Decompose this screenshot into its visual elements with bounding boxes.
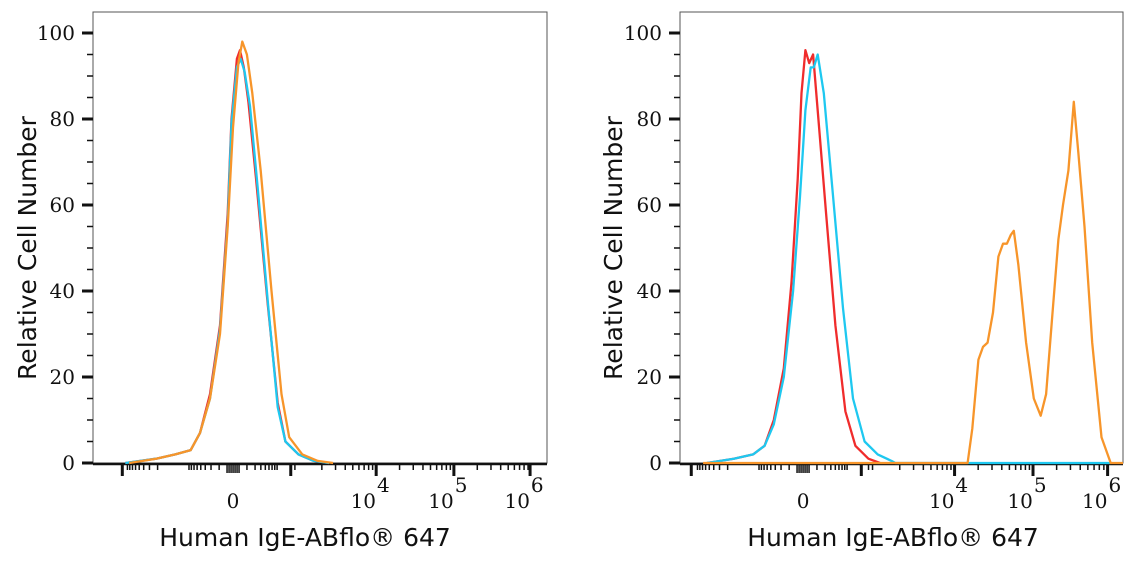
x-tick-base: 0 (797, 489, 810, 513)
series-line-cyan (706, 53, 1111, 465)
x-tick-exponent: 4 (955, 473, 968, 497)
x-axis-title: Human IgE-ABflo® 647 (747, 523, 1039, 552)
series-line-red (125, 49, 330, 465)
y-tick-label: 0 (62, 451, 75, 475)
y-axis-title: Relative Cell Number (13, 115, 42, 380)
x-tick-label: 105 (1007, 473, 1046, 513)
y-tick-label: 0 (649, 451, 662, 475)
series-line-orange (703, 100, 1123, 465)
y-tick-label: 80 (637, 107, 662, 131)
x-tick-exponent: 4 (377, 473, 390, 497)
x-tick-base: 10 (1007, 489, 1032, 513)
x-tick-base: 10 (504, 489, 529, 513)
series-line-orange (129, 40, 334, 465)
y-tick-label: 40 (637, 279, 662, 303)
plot-frame (679, 11, 1124, 464)
x-tick-label: 0 (227, 489, 240, 513)
x-tick-base: 10 (428, 489, 453, 513)
y-tick-label: 80 (50, 107, 75, 131)
x-tick-exponent: 5 (1034, 473, 1047, 497)
series-line-cyan (125, 57, 330, 465)
x-tick-label: 104 (929, 473, 968, 513)
y-tick-label: 20 (50, 365, 75, 389)
y-tick-label: 20 (637, 365, 662, 389)
x-tick-exponent: 5 (455, 473, 468, 497)
x-tick-exponent: 6 (1108, 473, 1121, 497)
y-tick-label: 60 (637, 193, 662, 217)
x-tick-base: 0 (227, 489, 240, 513)
y-axis-title: Relative Cell Number (599, 115, 628, 380)
x-tick-base: 10 (929, 489, 954, 513)
x-tick-label: 0 (797, 489, 810, 513)
x-axis-title: Human IgE-ABflo® 647 (159, 523, 451, 552)
y-tick-label: 100 (624, 21, 662, 45)
x-tick-label: 106 (504, 473, 543, 513)
x-tick-base: 10 (1082, 489, 1107, 513)
x-tick-label: 105 (428, 473, 467, 513)
x-tick-base: 10 (351, 489, 376, 513)
y-tick-label: 60 (50, 193, 75, 217)
x-tick-label: 106 (1082, 473, 1121, 513)
y-tick-label: 100 (37, 21, 75, 45)
x-tick-label: 104 (351, 473, 390, 513)
plot-frame (92, 11, 548, 464)
x-tick-exponent: 6 (531, 473, 544, 497)
y-tick-label: 40 (50, 279, 75, 303)
